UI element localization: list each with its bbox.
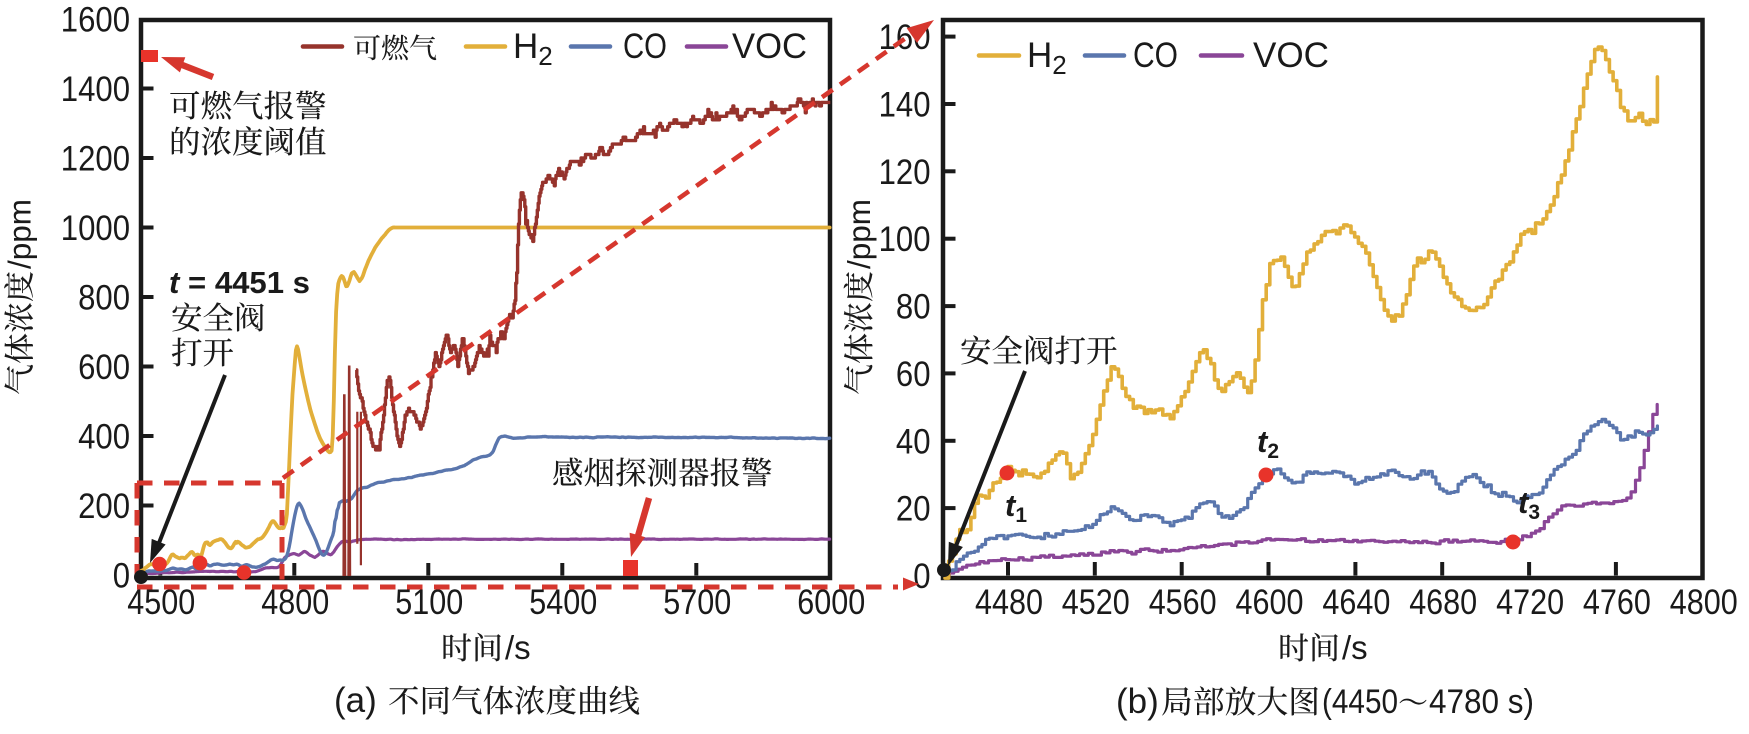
svg-text:4800: 4800 [261,583,329,622]
svg-text:1200: 1200 [61,140,130,179]
svg-text:400: 400 [78,418,130,457]
svg-text:4600: 4600 [1236,583,1304,622]
svg-text:60: 60 [896,355,931,394]
svg-text:/ppm: /ppm [2,199,38,269]
svg-text:CO: CO [1133,36,1178,75]
svg-text:/ppm: /ppm [841,199,877,269]
svg-text:(4450: (4450 [1322,683,1398,721]
svg-text:4480: 4480 [975,583,1043,622]
svg-text:CO: CO [623,27,667,66]
svg-text:800: 800 [78,279,130,318]
svg-text:1000: 1000 [61,209,130,248]
svg-text:VOC: VOC [1253,36,1329,75]
svg-text:0: 0 [113,557,130,596]
svg-text:(a): (a) [334,681,377,720]
svg-text:4680: 4680 [1409,583,1477,622]
svg-text:(b): (b) [1116,682,1159,721]
svg-text:t3: t3 [1518,485,1540,524]
svg-text:5400: 5400 [529,583,597,622]
svg-text:0: 0 [913,557,930,596]
svg-text:200: 200 [78,487,130,526]
svg-text:4640: 4640 [1322,583,1390,622]
svg-text:1600: 1600 [61,1,130,40]
svg-text:100: 100 [879,220,931,259]
svg-text:140: 140 [879,86,931,125]
svg-text:4780 s): 4780 s) [1429,683,1534,721]
svg-text:20: 20 [896,490,931,529]
svg-text:5100: 5100 [395,583,463,622]
svg-text:80: 80 [896,288,931,327]
svg-text:120: 120 [879,153,931,192]
svg-text:40: 40 [896,422,931,461]
svg-text:4760: 4760 [1583,583,1651,622]
svg-text:/s: /s [505,629,531,666]
svg-text:t = 4451 s: t = 4451 s [169,265,310,300]
svg-text:4560: 4560 [1149,583,1217,622]
svg-text:4720: 4720 [1496,583,1564,622]
svg-text:4520: 4520 [1062,583,1130,622]
svg-text:6000: 6000 [797,583,865,622]
svg-text:H2: H2 [1027,36,1067,80]
svg-text:/s: /s [1342,629,1368,666]
svg-text:5700: 5700 [663,583,731,622]
svg-text:4800: 4800 [1670,583,1738,622]
svg-text:t2: t2 [1257,424,1279,463]
svg-text:600: 600 [78,348,130,387]
svg-text:t1: t1 [1005,488,1027,527]
svg-text:VOC: VOC [732,27,807,66]
svg-text:1400: 1400 [61,70,130,109]
